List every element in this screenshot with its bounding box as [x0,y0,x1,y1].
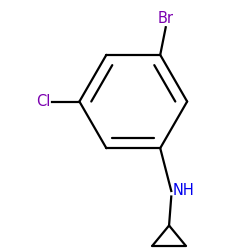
Text: Cl: Cl [36,94,50,109]
Text: Br: Br [158,11,174,26]
Text: NH: NH [173,184,195,198]
